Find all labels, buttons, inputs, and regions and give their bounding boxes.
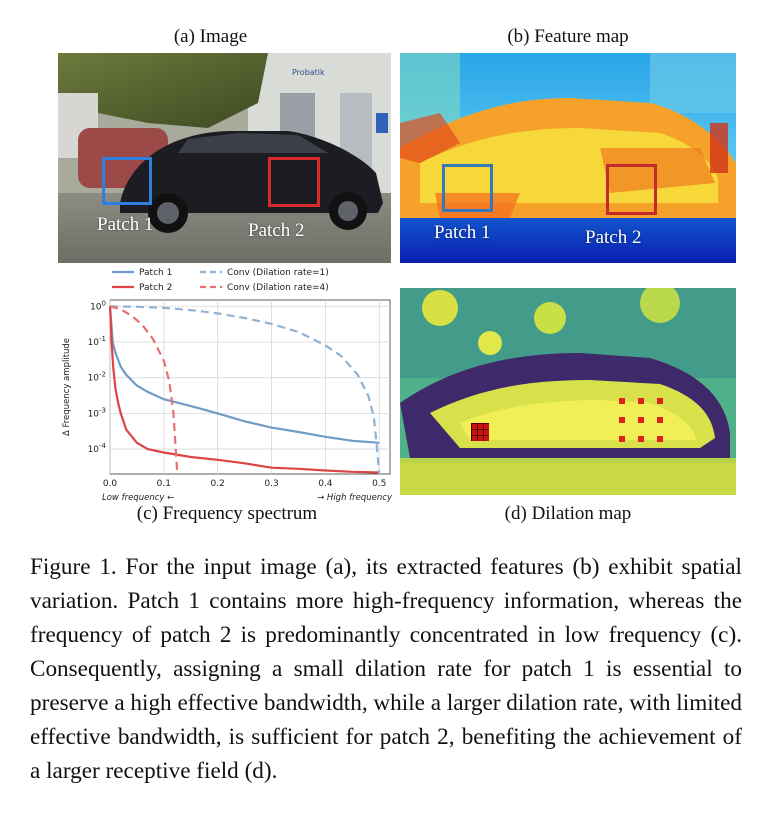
plot-area — [109, 299, 391, 475]
x-tick-label: 0.4 — [318, 479, 333, 489]
x-axis-label-left: Low frequency ← — [102, 493, 174, 502]
y-tick-label: 10-1 — [88, 335, 106, 348]
frequency-spectrum-chart: 0.0 0.1 0.2 0.3 0.4 0.5 100 10-1 10-2 10-3 10-4 Δ F… — [60, 262, 394, 502]
x-axis-label-right: → High frequency — [317, 493, 393, 502]
panel-c-title: (c) Frequency spectrum — [136, 503, 318, 524]
dilation-grid-patch-1 — [471, 423, 489, 441]
svg-text:Probatik: Probatik — [292, 68, 325, 77]
legend-label-2: Patch 2 — [139, 283, 172, 293]
y-tick-label: 10-3 — [88, 406, 106, 419]
patch-2-label-image: Patch 2 — [248, 220, 305, 241]
patch-2-box-feature — [606, 164, 657, 215]
legend-label-1: Patch 1 — [139, 268, 172, 278]
feature-map-image — [400, 53, 736, 263]
dilation-map-image — [400, 288, 736, 495]
x-tick-label: 0.5 — [372, 479, 386, 489]
patch-1-label-image: Patch 1 — [97, 214, 154, 235]
dilation-grid-patch-2 — [619, 398, 663, 442]
y-tick-label: 100 — [90, 299, 106, 312]
panel-d-title: (d) Dilation map — [504, 503, 632, 524]
legend-label-3: Conv (Dilation rate=1) — [227, 268, 329, 278]
legend-label-4: Conv (Dilation rate=4) — [227, 283, 329, 293]
patch-1-box-image — [102, 157, 152, 205]
series-line-2 — [108, 306, 380, 474]
patch-2-label-feature: Patch 2 — [585, 227, 642, 248]
patch-2-box-image — [268, 157, 320, 207]
y-axis-label: Δ Frequency amplitude — [62, 338, 72, 436]
series-line-4 — [109, 305, 179, 475]
x-tick-label: 0.1 — [157, 479, 171, 489]
y-tick-label: 10-2 — [88, 371, 106, 384]
series-line-3 — [109, 305, 381, 475]
figure-caption: Figure 1. For the input image (a), its e… — [30, 554, 742, 784]
series-line-1 — [108, 306, 380, 444]
x-tick-label: 0.0 — [103, 479, 118, 489]
x-tick-label: 0.2 — [211, 479, 225, 489]
y-tick-label: 10-4 — [88, 442, 107, 455]
panel-b-title: (b) Feature map — [507, 26, 629, 47]
x-tick-label: 0.3 — [264, 479, 278, 489]
patch-1-box-feature — [442, 164, 493, 212]
panel-a-title: (a) Image — [173, 26, 248, 47]
patch-1-label-feature: Patch 1 — [434, 222, 491, 243]
